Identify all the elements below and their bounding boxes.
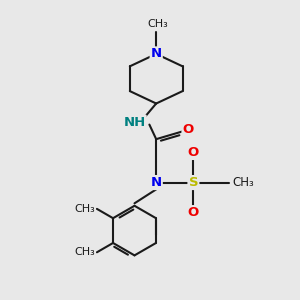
Text: CH₃: CH₃ — [75, 247, 95, 257]
Text: CH₃: CH₃ — [147, 19, 168, 28]
Text: CH₃: CH₃ — [75, 204, 95, 214]
Text: NH: NH — [123, 116, 146, 129]
Text: N: N — [151, 176, 162, 189]
Text: S: S — [189, 176, 198, 189]
Text: CH₃: CH₃ — [232, 176, 254, 189]
Text: O: O — [188, 206, 199, 219]
Text: O: O — [182, 123, 194, 136]
Text: O: O — [188, 146, 199, 159]
Text: N: N — [151, 47, 162, 60]
